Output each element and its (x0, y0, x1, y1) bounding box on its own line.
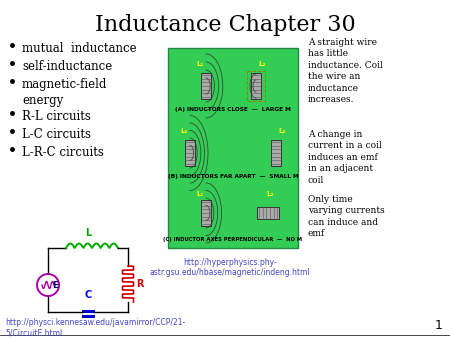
Bar (257, 207, 279, 219)
Circle shape (37, 274, 59, 296)
Text: magnetic-field
energy: magnetic-field energy (22, 78, 108, 107)
Text: L₂: L₂ (266, 191, 274, 197)
Text: E: E (52, 282, 58, 290)
Bar (251, 73, 261, 99)
Bar (247, 71, 265, 101)
Text: A change in
current in a coil
induces an emf
in an adjacent
coil: A change in current in a coil induces an… (308, 130, 382, 185)
Text: Only time
varying currents
can induce and
emf: Only time varying currents can induce an… (308, 195, 385, 238)
Text: (A) INDUCTORS CLOSE  —  LARGE M: (A) INDUCTORS CLOSE — LARGE M (175, 107, 291, 112)
Text: (C) INDUCTOR AXES PERPENDICULAR  —  NO M: (C) INDUCTOR AXES PERPENDICULAR — NO M (163, 237, 302, 242)
Bar (168, 48, 298, 248)
Bar (201, 200, 211, 226)
Bar (185, 140, 195, 166)
Text: L₂: L₂ (258, 61, 266, 67)
Bar (201, 73, 211, 99)
Text: L-R-C circuits: L-R-C circuits (22, 146, 104, 159)
Text: L₁: L₁ (180, 128, 188, 134)
Text: L₂: L₂ (278, 128, 285, 134)
Text: http://hyperphysics.phy-
astr.gsu.edu/hbase/magnetic/indeng.html: http://hyperphysics.phy- astr.gsu.edu/hb… (150, 258, 310, 277)
Text: R-L circuits: R-L circuits (22, 110, 91, 123)
Text: L: L (85, 228, 91, 238)
Text: http://physci.kennesaw.edu/javamirror/CCP/21-
5/CircuitE.html: http://physci.kennesaw.edu/javamirror/CC… (5, 318, 185, 337)
Text: L-C circuits: L-C circuits (22, 128, 91, 141)
Text: L₁: L₁ (196, 61, 203, 67)
Bar (271, 140, 281, 166)
Text: R: R (136, 279, 144, 289)
Text: mutual  inductance: mutual inductance (22, 42, 137, 55)
Text: Inductance Chapter 30: Inductance Chapter 30 (94, 14, 356, 36)
Text: (B) INDUCTORS FAR APART  —  SMALL M: (B) INDUCTORS FAR APART — SMALL M (167, 174, 298, 179)
Text: self-inductance: self-inductance (22, 60, 112, 73)
Text: C: C (85, 290, 92, 300)
Text: 1: 1 (435, 319, 443, 332)
Text: L₁: L₁ (196, 191, 203, 197)
Text: A straight wire
has little
inductance. Coil
the wire an
inductance
increases.: A straight wire has little inductance. C… (308, 38, 383, 104)
